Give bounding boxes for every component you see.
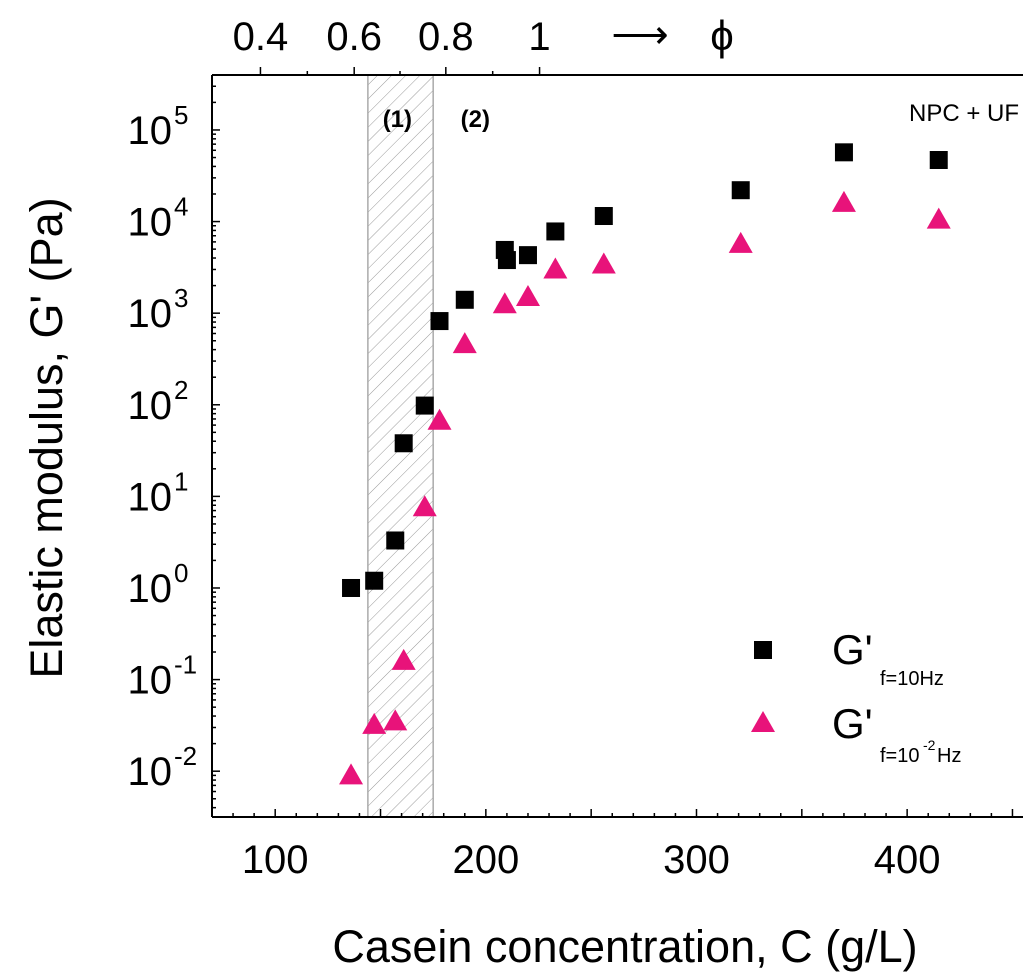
y-tick-exponent: 0 <box>174 558 188 588</box>
data-point-g001hz <box>391 648 416 670</box>
data-point-g10hz <box>430 312 449 331</box>
data-point-g001hz <box>728 231 753 253</box>
top-tick-label: 0.4 <box>233 15 289 59</box>
y-tick-exponent: 5 <box>174 100 188 130</box>
top-tick-label: 0.6 <box>326 15 382 59</box>
legend-marker-g001hz <box>751 711 775 732</box>
data-point-g10hz <box>546 222 565 241</box>
y-axis-label: Elastic modulus, G' (Pa) <box>21 197 72 678</box>
x-axis: 100 200 300 400 <box>232 809 1014 882</box>
y-tick-exponent: -2 <box>174 741 197 771</box>
y-tick-exponent: 2 <box>174 375 188 405</box>
x-axis-label: Casein concentration, C (g/L) <box>332 921 917 972</box>
legend-label-g001hz: G' <box>832 700 873 747</box>
data-point-g10hz <box>365 571 384 590</box>
region-label-1: (1) <box>383 106 412 133</box>
y-tick-label: 10 <box>128 750 173 794</box>
y-tick-exponent: 4 <box>174 192 188 222</box>
legend: G' f=10Hz G' f=10 -2 Hz <box>751 626 961 767</box>
data-point-g10hz <box>386 531 405 550</box>
top-axis-arrow: ⟶ <box>611 13 668 57</box>
y-tick-label: 10 <box>128 659 173 703</box>
top-axis-variable: ϕ <box>710 12 734 59</box>
top-tick-label: 1 <box>528 15 550 59</box>
top-tick-label: 0.8 <box>418 15 474 59</box>
data-point-g001hz <box>831 190 856 212</box>
data-point-g001hz <box>362 712 387 734</box>
data-point-g10hz <box>455 290 474 309</box>
legend-marker-g10hz <box>754 641 772 659</box>
data-point-g10hz <box>594 207 613 226</box>
data-point-g001hz <box>591 252 616 274</box>
x-tick-label: 100 <box>242 838 309 882</box>
data-point-g001hz <box>492 292 517 314</box>
y-tick-exponent: 1 <box>174 466 188 496</box>
data-point-g001hz <box>412 495 437 517</box>
y-tick-label: 10 <box>128 109 173 153</box>
legend-sub-g001hz: f=10 <box>880 745 919 767</box>
data-point-g001hz <box>452 332 477 354</box>
data-point-g10hz <box>342 578 361 597</box>
data-point-g10hz <box>518 246 537 265</box>
data-point-g001hz <box>339 763 364 785</box>
y-tick-label: 10 <box>128 292 173 336</box>
data-point-g10hz <box>731 181 750 200</box>
legend-label-g10hz: G' <box>832 626 873 673</box>
data-point-g10hz <box>415 396 434 415</box>
data-point-g001hz <box>926 207 951 229</box>
data-point-g10hz <box>929 151 948 170</box>
data-points <box>339 143 951 785</box>
grid-and-frame <box>211 74 1023 818</box>
y-tick-label: 10 <box>128 475 173 519</box>
y-tick-label: 10 <box>128 384 173 428</box>
data-point-g10hz <box>834 143 853 162</box>
top-axis: 0.4 0.6 0.8 1 ⟶ ϕ <box>233 12 734 75</box>
annotation-npc-uf: NPC + UF <box>909 100 1019 127</box>
region-label-2: (2) <box>461 106 490 133</box>
data-point-g001hz <box>515 285 540 307</box>
y-tick-exponent: -1 <box>174 650 197 680</box>
x-tick-label: 300 <box>663 838 730 882</box>
data-point-g001hz <box>383 709 408 731</box>
data-point-g10hz <box>497 251 516 270</box>
legend-sub-unit-g001hz: Hz <box>937 745 961 767</box>
data-point-g001hz <box>543 257 568 279</box>
y-tick-label: 10 <box>128 567 173 611</box>
x-tick-label: 200 <box>452 838 519 882</box>
x-tick-label: 400 <box>874 838 941 882</box>
data-point-g10hz <box>394 434 413 453</box>
data-point-g001hz <box>427 408 452 430</box>
legend-sub-g10hz: f=10Hz <box>880 668 944 690</box>
y-tick-label: 10 <box>128 201 173 245</box>
y-tick-exponent: 3 <box>174 283 188 313</box>
annotations: (1) (2) NPC + UF <box>383 100 1019 133</box>
legend-sub-exp-g001hz: -2 <box>923 737 936 753</box>
